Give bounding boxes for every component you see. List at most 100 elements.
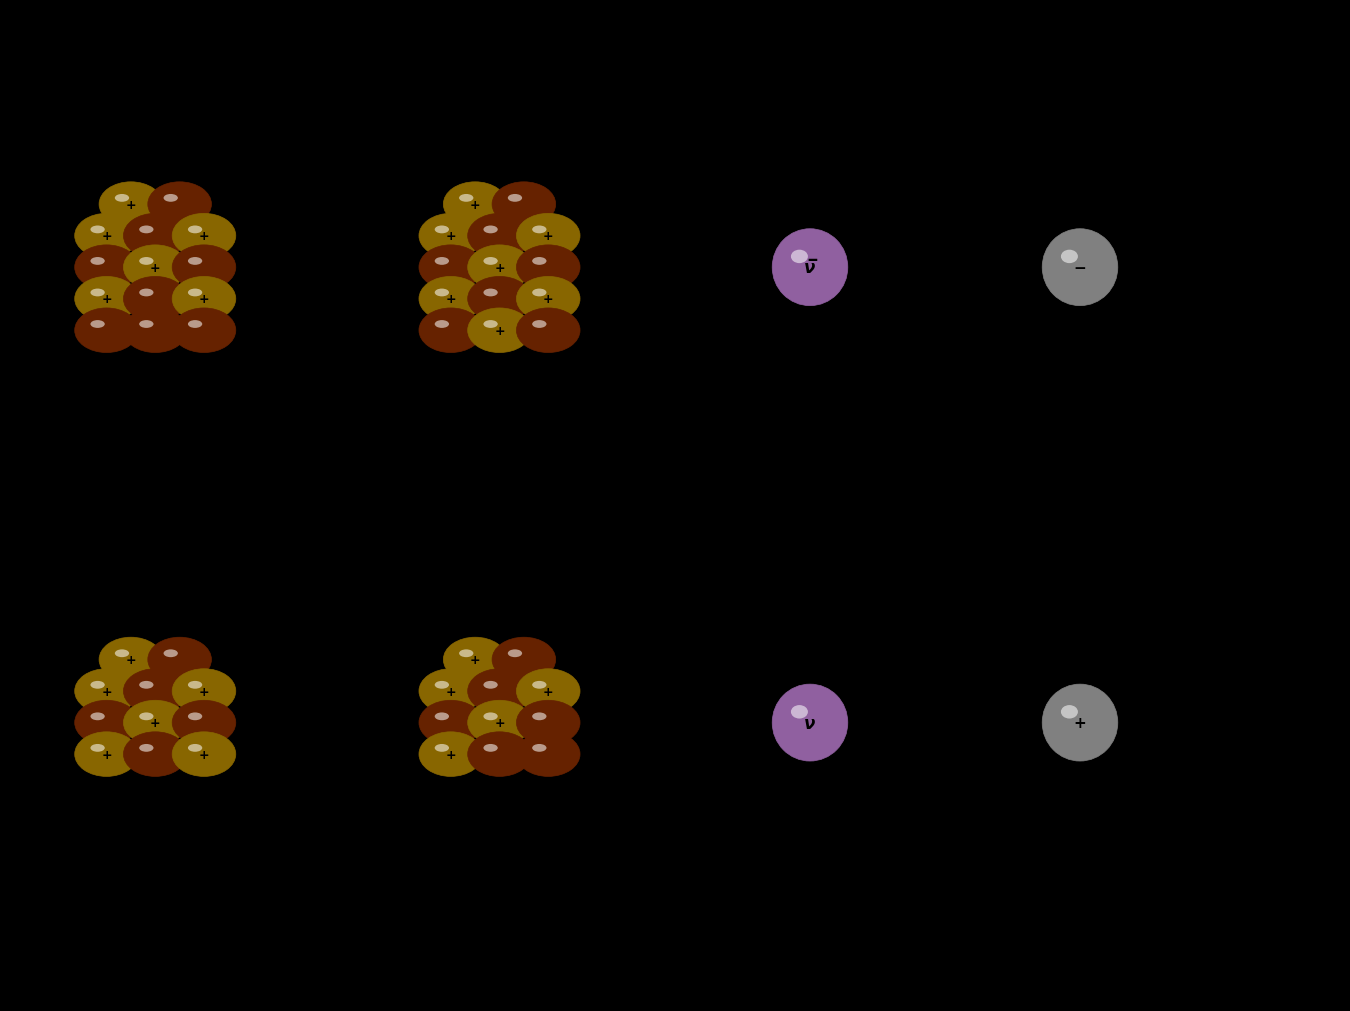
Ellipse shape [495, 720, 504, 726]
Ellipse shape [425, 250, 477, 286]
Ellipse shape [100, 749, 113, 759]
Ellipse shape [153, 235, 158, 239]
Ellipse shape [127, 704, 184, 742]
Ellipse shape [105, 298, 108, 300]
Ellipse shape [150, 184, 209, 225]
Ellipse shape [192, 746, 216, 762]
Ellipse shape [431, 740, 471, 768]
Ellipse shape [93, 227, 119, 246]
Ellipse shape [540, 685, 556, 697]
Ellipse shape [432, 286, 470, 312]
Ellipse shape [1075, 718, 1084, 728]
Ellipse shape [119, 196, 143, 213]
Ellipse shape [524, 251, 572, 285]
Ellipse shape [487, 290, 512, 308]
Ellipse shape [140, 258, 170, 278]
Ellipse shape [435, 225, 467, 248]
Ellipse shape [544, 720, 552, 726]
Ellipse shape [178, 250, 230, 286]
Ellipse shape [489, 715, 510, 731]
Ellipse shape [421, 247, 481, 289]
Ellipse shape [176, 656, 185, 663]
Ellipse shape [143, 745, 167, 763]
Ellipse shape [528, 740, 568, 768]
Ellipse shape [99, 294, 115, 305]
Ellipse shape [204, 754, 205, 755]
Ellipse shape [460, 649, 490, 670]
Ellipse shape [176, 248, 232, 288]
Ellipse shape [474, 659, 477, 660]
Ellipse shape [433, 318, 468, 343]
Text: +: + [198, 229, 209, 243]
Ellipse shape [444, 749, 458, 759]
Ellipse shape [93, 714, 120, 732]
Ellipse shape [86, 709, 127, 737]
Ellipse shape [536, 260, 560, 276]
Ellipse shape [444, 638, 506, 681]
Ellipse shape [123, 246, 188, 290]
Ellipse shape [478, 253, 521, 283]
Ellipse shape [136, 255, 174, 281]
Ellipse shape [198, 295, 209, 303]
Ellipse shape [122, 199, 139, 211]
Ellipse shape [437, 226, 464, 246]
Ellipse shape [468, 200, 482, 210]
Ellipse shape [447, 265, 455, 271]
Ellipse shape [545, 266, 551, 270]
Ellipse shape [126, 656, 135, 663]
Ellipse shape [775, 233, 845, 303]
Ellipse shape [182, 675, 227, 707]
Ellipse shape [84, 675, 128, 707]
Ellipse shape [439, 228, 463, 245]
Ellipse shape [130, 736, 181, 772]
Ellipse shape [474, 218, 525, 254]
Ellipse shape [421, 279, 481, 320]
Ellipse shape [192, 683, 216, 700]
Ellipse shape [537, 228, 559, 245]
Ellipse shape [151, 688, 159, 695]
Ellipse shape [498, 722, 501, 724]
Ellipse shape [159, 646, 200, 673]
Ellipse shape [431, 740, 471, 768]
Ellipse shape [497, 690, 502, 694]
Ellipse shape [472, 202, 478, 207]
Ellipse shape [182, 253, 225, 283]
Ellipse shape [196, 231, 213, 243]
Ellipse shape [104, 186, 158, 223]
Ellipse shape [189, 681, 219, 702]
Ellipse shape [147, 231, 163, 243]
Ellipse shape [1065, 708, 1095, 738]
Ellipse shape [483, 744, 498, 752]
Ellipse shape [154, 641, 205, 678]
Ellipse shape [143, 227, 167, 246]
Ellipse shape [115, 194, 147, 216]
Ellipse shape [444, 264, 458, 272]
Ellipse shape [148, 749, 162, 759]
Ellipse shape [548, 236, 549, 237]
Ellipse shape [435, 743, 467, 766]
Ellipse shape [196, 231, 212, 242]
Ellipse shape [522, 673, 575, 710]
Ellipse shape [101, 639, 161, 680]
Ellipse shape [173, 309, 235, 353]
Ellipse shape [201, 235, 207, 238]
Ellipse shape [90, 711, 123, 735]
Ellipse shape [446, 687, 456, 696]
Ellipse shape [153, 721, 158, 725]
Ellipse shape [82, 219, 131, 254]
Ellipse shape [140, 680, 170, 702]
Ellipse shape [544, 234, 554, 240]
Ellipse shape [144, 324, 166, 338]
Ellipse shape [475, 251, 524, 285]
Ellipse shape [447, 185, 504, 224]
Ellipse shape [462, 650, 489, 669]
Ellipse shape [494, 296, 505, 302]
Ellipse shape [428, 707, 474, 739]
Ellipse shape [547, 691, 549, 693]
Ellipse shape [450, 267, 451, 269]
Ellipse shape [450, 330, 452, 332]
Ellipse shape [109, 190, 153, 220]
Ellipse shape [1054, 242, 1106, 294]
Ellipse shape [148, 326, 162, 336]
Ellipse shape [126, 215, 185, 257]
